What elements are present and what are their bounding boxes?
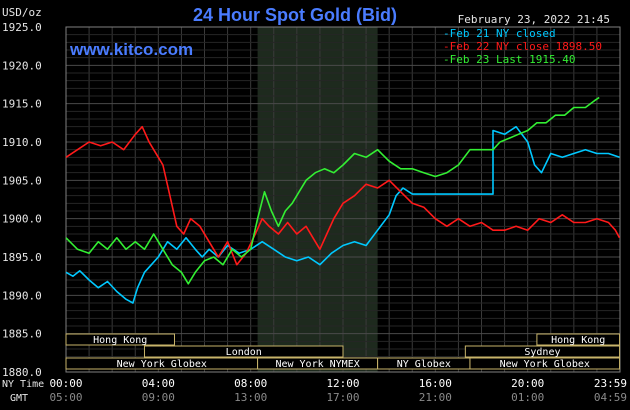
session-box: [464, 345, 621, 358]
y-tick-label: 1920.0: [2, 59, 42, 72]
session-label: New York Globex: [500, 359, 590, 370]
x-tick-gmt: 04:59: [594, 391, 627, 404]
legend-entry: -Feb 21 NY closed: [443, 27, 556, 40]
x-tick-ny: 00:00: [49, 377, 82, 390]
x-tick-ny: 08:00: [234, 377, 267, 390]
timestamp: February 23, 2022 21:45: [458, 13, 610, 26]
y-tick-label: 1905.0: [2, 174, 42, 187]
legend-entry: -Feb 22 NY close 1898.50: [443, 40, 602, 53]
grid: [65, 26, 621, 373]
session-label: Sydney: [524, 347, 560, 358]
session-box: [143, 345, 344, 358]
x-tick-gmt: 21:00: [419, 391, 452, 404]
y-tick-label: 1890.0: [2, 289, 42, 302]
series-line-1: [65, 125, 621, 266]
legend: -Feb 21 NY closed-Feb 22 NY close 1898.5…: [443, 27, 602, 66]
series-line-2: [65, 96, 600, 285]
y-tick-label: 1885.0: [2, 328, 42, 341]
x-tick-gmt: 09:00: [142, 391, 175, 404]
plot-frame: [65, 26, 621, 373]
x-tick-gmt: 05:00: [49, 391, 82, 404]
session-box: [65, 333, 175, 346]
y-axis-labels: 1925.0 1920.0 1915.0 1910.0 1905.0 1900.0 1895…: [2, 21, 42, 379]
y-tick-label: 1895.0: [2, 251, 42, 264]
x-prefix-ny: NY Time: [2, 379, 44, 390]
x-tick-gmt: 17:00: [326, 391, 359, 404]
x-tick-gmt: 13:00: [234, 391, 267, 404]
session-label: New York Globex: [117, 359, 207, 370]
x-tick-ny: 23:59: [594, 377, 627, 390]
series-line-0: [65, 125, 620, 304]
watermark-url[interactable]: www.kitco.com: [69, 40, 193, 59]
series-lines: [65, 96, 621, 304]
x-prefix-gmt: GMT: [10, 393, 28, 404]
y-tick-label: 1925.0: [2, 21, 42, 34]
x-tick-ny: 04:00: [142, 377, 175, 390]
session-box: [469, 357, 621, 370]
y-tick-label: 1880.0: [2, 366, 42, 379]
x-tick-gmt: 01:00: [511, 391, 544, 404]
nymex-band-rect: [257, 27, 378, 372]
session-label: NY Globex: [397, 359, 451, 370]
chart-title: 24 Hour Spot Gold (Bid): [193, 5, 397, 25]
x-tick-ny: 20:00: [511, 377, 544, 390]
session-box: [536, 333, 621, 346]
x-tick-ny: 16:00: [419, 377, 452, 390]
session-label: Hong Kong: [551, 335, 605, 346]
session-label: New York NYMEX: [275, 359, 359, 370]
nymex-band: [257, 27, 378, 372]
y-tick-label: 1900.0: [2, 213, 42, 226]
session-label: Hong Kong: [93, 335, 147, 346]
x-tick-ny: 12:00: [326, 377, 359, 390]
unit-label: USD/oz: [2, 6, 42, 19]
y-tick-label: 1910.0: [2, 136, 42, 149]
session-label: London: [226, 347, 262, 358]
legend-entry: -Feb 23 Last 1915.40: [443, 53, 575, 66]
x-axis-labels: NY Time GMT 00:00 04:00 08:00 12:00 16:00 20:00…: [2, 377, 627, 404]
y-tick-label: 1915.0: [2, 98, 42, 111]
